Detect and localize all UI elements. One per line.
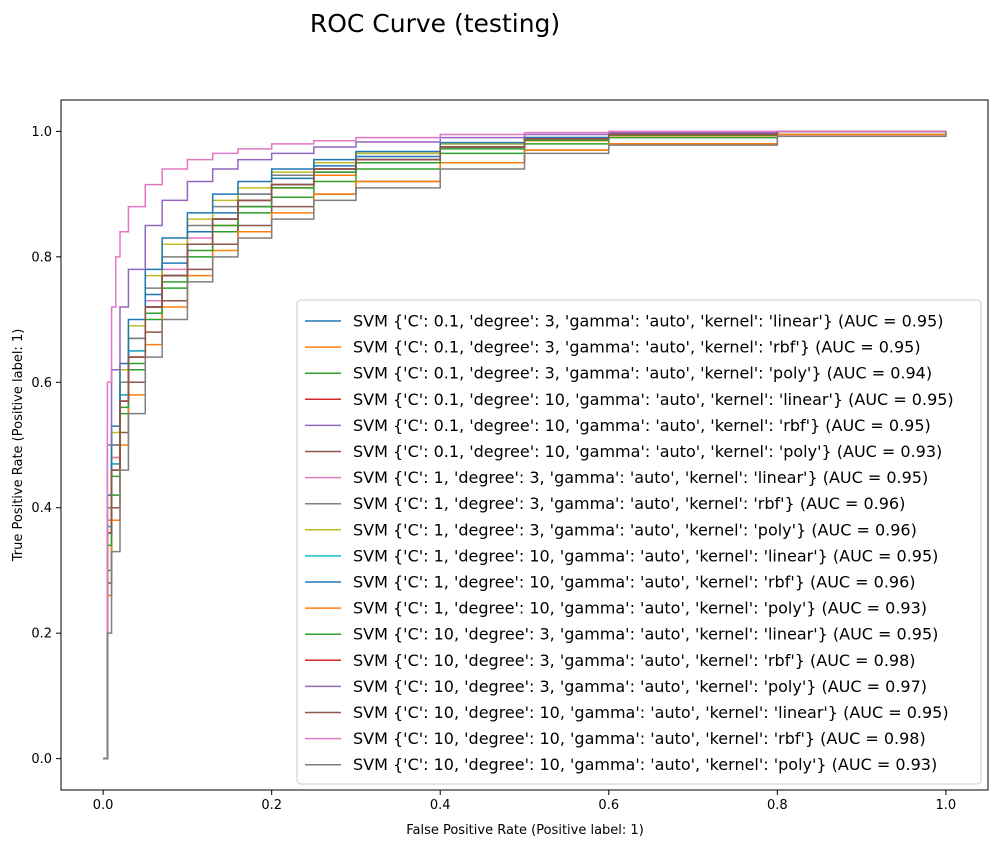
legend-label: SVM {'C': 1, 'degree': 3, 'gamma': 'auto… (353, 494, 905, 513)
legend-label: SVM {'C': 1, 'degree': 3, 'gamma': 'auto… (353, 520, 917, 539)
x-tick-label: 0.2 (261, 798, 282, 813)
y-tick-label: 0.2 (31, 627, 52, 642)
x-tick-label: 1.0 (936, 798, 957, 813)
legend-label: SVM {'C': 0.1, 'degree': 3, 'gamma': 'au… (353, 312, 944, 331)
x-tick-label: 0.4 (430, 798, 451, 813)
legend-label: SVM {'C': 0.1, 'degree': 3, 'gamma': 'au… (353, 338, 921, 357)
x-tick-label: 0.0 (93, 798, 114, 813)
roc-curve-15 (103, 130, 946, 760)
roc-curve-18 (103, 131, 947, 760)
legend-box (296, 299, 982, 785)
legend-entries: SVM {'C': 0.1, 'degree': 3, 'gamma': 'au… (305, 312, 954, 774)
roc-curve-17 (103, 130, 946, 760)
roc-curve-16 (103, 130, 946, 760)
legend: SVM {'C': 0.1, 'degree': 3, 'gamma': 'au… (296, 299, 982, 785)
x-axis-label: False Positive Rate (Positive label: 1) (406, 823, 644, 838)
legend-label: SVM {'C': 0.1, 'degree': 10, 'gamma': 'a… (353, 442, 942, 461)
legend-label: SVM {'C': 0.1, 'degree': 3, 'gamma': 'au… (353, 364, 932, 383)
legend-label: SVM {'C': 10, 'degree': 3, 'gamma': 'aut… (353, 625, 938, 644)
legend-label: SVM {'C': 1, 'degree': 3, 'gamma': 'auto… (353, 468, 928, 487)
y-axis-label: True Positive Rate (Positive label: 1) (11, 329, 26, 563)
y-tick-label: 0.0 (31, 752, 52, 767)
y-tick-label: 0.6 (31, 376, 52, 391)
y-axis-ticks: 0.0 0.2 0.4 0.6 0.8 1.0 (31, 125, 61, 767)
legend-label: SVM {'C': 1, 'degree': 10, 'gamma': 'aut… (353, 573, 916, 592)
y-tick-label: 0.4 (31, 501, 52, 516)
legend-label: SVM {'C': 10, 'degree': 3, 'gamma': 'aut… (353, 677, 927, 696)
legend-label: SVM {'C': 10, 'degree': 10, 'gamma': 'au… (353, 703, 949, 722)
legend-label: SVM {'C': 1, 'degree': 10, 'gamma': 'aut… (353, 599, 927, 618)
legend-label: SVM {'C': 10, 'degree': 10, 'gamma': 'au… (353, 729, 926, 748)
roc-curves (103, 130, 947, 760)
legend-label: SVM {'C': 0.1, 'degree': 10, 'gamma': 'a… (353, 390, 954, 409)
x-tick-label: 0.8 (767, 798, 788, 813)
legend-label: SVM {'C': 10, 'degree': 3, 'gamma': 'aut… (353, 651, 916, 670)
x-tick-label: 0.6 (598, 798, 619, 813)
chart-title: ROC Curve (testing) (310, 9, 560, 38)
x-axis-ticks: 0.0 0.2 0.4 0.6 0.8 1.0 (93, 790, 956, 813)
legend-label: SVM {'C': 0.1, 'degree': 10, 'gamma': 'a… (353, 416, 931, 435)
legend-label: SVM {'C': 1, 'degree': 10, 'gamma': 'aut… (353, 546, 938, 565)
y-tick-label: 1.0 (31, 125, 52, 140)
y-tick-label: 0.8 (31, 250, 52, 265)
legend-label: SVM {'C': 10, 'degree': 10, 'gamma': 'au… (353, 755, 937, 774)
